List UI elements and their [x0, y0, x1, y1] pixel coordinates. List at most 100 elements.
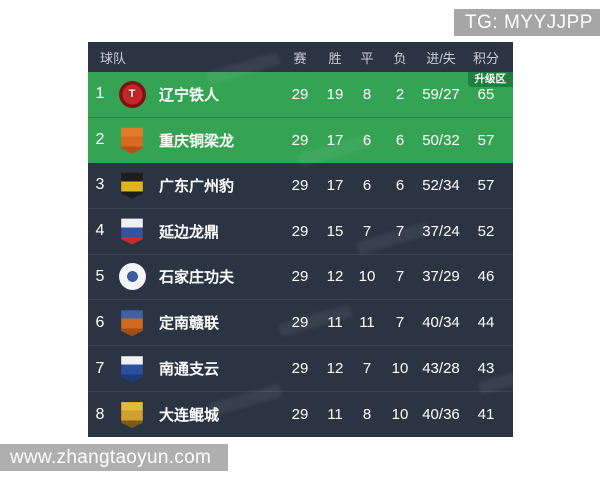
- stat-loss: 7: [395, 268, 405, 286]
- col-header-team: 球队: [100, 50, 127, 66]
- stat-loss: 10: [391, 406, 409, 424]
- team-rank: 5: [95, 267, 105, 285]
- stat-goals: 52/34: [422, 176, 460, 194]
- stat-goals: 37/29: [422, 268, 460, 286]
- stat-points: 41: [477, 406, 495, 424]
- stat-draw: 7: [362, 360, 372, 378]
- stat-win: 15: [326, 222, 344, 240]
- team-logo-cell: [112, 355, 152, 383]
- stat-played: 29: [291, 314, 309, 332]
- liaoning-tieren-crest: T: [118, 80, 146, 108]
- team-logo-cell: [112, 127, 152, 154]
- table-row[interactable]: 8 大连鲲城 29 11 8 10 40/36 41: [88, 391, 513, 437]
- team-logo-cell: T: [112, 80, 152, 108]
- tg-banner: TG: MYYJJPP: [454, 9, 600, 36]
- stat-points: 46: [477, 268, 495, 286]
- team-name: 重庆铜梁龙: [159, 132, 235, 150]
- stat-draw: 6: [362, 176, 372, 194]
- stat-win: 11: [327, 406, 343, 424]
- team-name: 广东广州豹: [159, 177, 235, 195]
- stat-played: 29: [291, 176, 309, 194]
- stat-points: 44: [477, 314, 495, 332]
- stat-win: 19: [326, 85, 344, 103]
- team-name: 石家庄功夫: [159, 269, 235, 287]
- team-logo-cell: [112, 309, 152, 337]
- league-table: 球队 赛 胜 平 负 进/失 积分 1 T 辽宁铁人 29 19 8 2 59/…: [88, 42, 513, 437]
- team-rank: 8: [95, 405, 105, 423]
- stat-draw: 10: [358, 268, 376, 286]
- stat-win: 11: [327, 314, 343, 332]
- stat-goals: 40/36: [422, 406, 460, 424]
- promotion-zone-badge: 升级区: [467, 72, 513, 87]
- team-rank: 1: [95, 85, 105, 103]
- table-row[interactable]: 2 重庆铜梁龙 29 17 6 6 50/32 57: [88, 116, 513, 163]
- stat-loss: 2: [395, 85, 405, 103]
- table-row[interactable]: 7 南通支云 29 12 7 10 43/28 43: [88, 345, 513, 391]
- shijiazhuang-gongfu-crest: [118, 263, 146, 291]
- site-watermark: www.zhangtaoyun.com: [0, 444, 228, 471]
- table-row[interactable]: 1 T 辽宁铁人 29 19 8 2 59/27 65 升级区: [88, 72, 513, 117]
- team-rank: 3: [95, 176, 105, 194]
- table-row[interactable]: 5 石家庄功夫 29 12 10 7 37/29 46: [88, 253, 513, 300]
- team-logo-cell: [112, 172, 152, 199]
- stat-played: 29: [291, 222, 309, 240]
- team-logo-cell: [112, 218, 152, 245]
- stat-goals: 59/27: [422, 85, 460, 103]
- stat-played: 29: [291, 268, 309, 286]
- chongqing-tonglianglong-crest: [121, 127, 143, 154]
- stat-loss: 7: [395, 314, 405, 332]
- team-rank: 6: [95, 313, 105, 331]
- stat-loss: 6: [395, 176, 405, 194]
- stat-loss: 10: [391, 360, 409, 378]
- stat-loss: 6: [395, 131, 405, 149]
- stat-loss: 7: [395, 222, 405, 240]
- stat-draw: 11: [359, 314, 375, 332]
- team-name: 南通支云: [159, 361, 220, 379]
- stat-goals: 37/24: [422, 222, 460, 240]
- guangdong-guangzhoubao-crest: [121, 172, 143, 199]
- stat-played: 29: [291, 85, 309, 103]
- table-body: 1 T 辽宁铁人 29 19 8 2 59/27 65 升级区 2 重庆铜梁龙 …: [88, 72, 513, 437]
- stat-draw: 8: [362, 85, 372, 103]
- team-name: 大连鲲城: [159, 407, 220, 425]
- stat-played: 29: [291, 406, 309, 424]
- stat-draw: 8: [362, 406, 372, 424]
- stat-win: 12: [326, 360, 344, 378]
- col-header-win: 胜: [328, 50, 342, 66]
- table-row[interactable]: 6 定南赣联 29 11 11 7 40/34 44: [88, 299, 513, 345]
- stat-points: 57: [477, 131, 495, 149]
- table-row[interactable]: 4 延边龙鼎 29 15 7 7 37/24 52: [88, 207, 513, 254]
- team-name: 延边龙鼎: [159, 223, 220, 241]
- stat-win: 17: [326, 176, 344, 194]
- stat-draw: 7: [362, 222, 372, 240]
- stat-win: 12: [326, 268, 344, 286]
- table-header: 球队 赛 胜 平 负 进/失 积分: [88, 42, 513, 72]
- stat-points: 52: [477, 222, 495, 240]
- stat-goals: 43/28: [422, 360, 460, 378]
- col-header-draw: 平: [360, 50, 374, 66]
- col-header-loss: 负: [393, 50, 407, 66]
- team-name: 辽宁铁人: [159, 86, 220, 104]
- nantong-zhiyun-crest: [121, 356, 143, 383]
- stat-points: 57: [477, 176, 495, 194]
- team-logo-cell: [112, 263, 152, 291]
- table-row[interactable]: 3 广东广州豹 29 17 6 6 52/34 57: [88, 163, 513, 208]
- stat-points: 43: [477, 360, 495, 378]
- stat-points: 65: [477, 85, 495, 103]
- col-header-goals: 进/失: [426, 50, 456, 66]
- team-logo-cell: [112, 401, 152, 429]
- stat-played: 29: [291, 131, 309, 149]
- stat-played: 29: [291, 360, 309, 378]
- stat-win: 17: [326, 131, 344, 149]
- team-rank: 4: [95, 222, 105, 240]
- stat-draw: 6: [362, 131, 372, 149]
- col-header-points: 积分: [472, 50, 499, 66]
- stat-goals: 50/32: [422, 131, 460, 149]
- team-rank: 7: [95, 359, 105, 377]
- dalian-kuncheng-crest: [121, 402, 143, 429]
- stat-goals: 40/34: [422, 314, 460, 332]
- team-rank: 2: [95, 131, 105, 149]
- team-name: 定南赣联: [159, 315, 220, 333]
- col-header-played: 赛: [293, 50, 307, 66]
